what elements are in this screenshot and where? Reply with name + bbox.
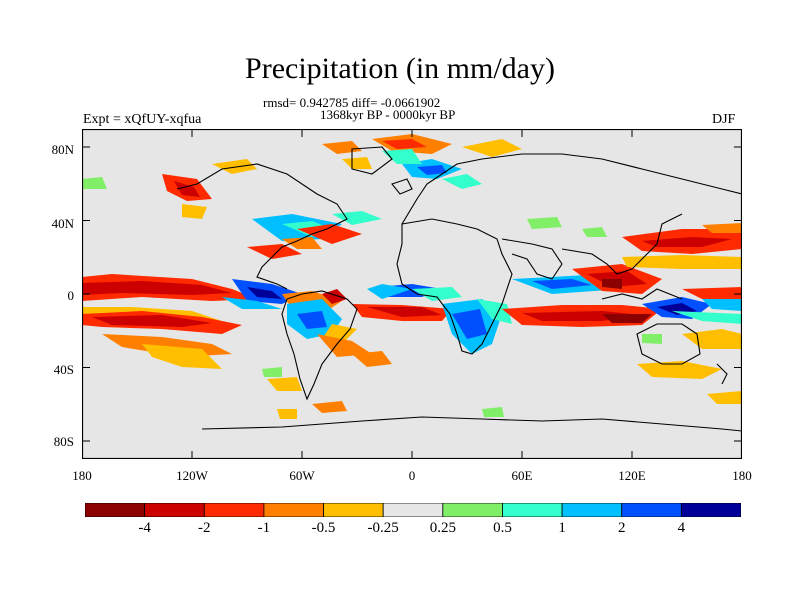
colorbar-label: 0.25	[429, 520, 456, 536]
colorbar-label: 4	[677, 520, 686, 536]
x-tick-0: 0	[408, 468, 416, 483]
colorbar-label: 2	[617, 520, 626, 536]
colorbar-swatch	[144, 503, 205, 517]
colorbar-swatch	[382, 503, 444, 517]
y-tick-0: 0	[67, 288, 75, 303]
anomaly-fields	[82, 134, 742, 419]
colorbar-label: 1	[558, 520, 566, 536]
x-tick-180w: 180	[72, 468, 92, 483]
y-tick-40s: 40S	[53, 362, 74, 377]
x-tick-120w: 120W	[176, 468, 208, 483]
colorbar-swatch	[561, 503, 623, 517]
colorbar-swatch	[263, 503, 324, 517]
coastlines	[176, 146, 742, 432]
y-tick-80n: 80N	[51, 142, 74, 157]
colorbar-label: -0.25	[367, 520, 399, 536]
colorbar	[85, 503, 741, 517]
colorbar-swatch	[203, 503, 265, 517]
map-title: Precipitation (in mm/day)	[245, 52, 555, 85]
colorbar-swatch	[502, 503, 563, 517]
colorbar-label: -4	[138, 520, 151, 536]
y-tick-80s: 80S	[53, 434, 74, 449]
colorbar-label: -0.5	[311, 520, 336, 536]
period-label: 1368kyr BP - 0000kyr BP	[320, 107, 456, 122]
season-label: DJF	[712, 112, 736, 127]
colorbar-label: 0.5	[493, 520, 512, 536]
colorbar-swatch	[323, 503, 384, 517]
x-tick-60e: 60E	[511, 468, 533, 483]
x-tick-120e: 120E	[618, 468, 646, 483]
x-tick-60w: 60W	[289, 468, 315, 483]
precipitation-map	[82, 129, 742, 459]
colorbar-label: -1	[257, 520, 271, 536]
experiment-label: Expt = xQfUY-xqfua	[83, 112, 202, 127]
colorbar-label: -2	[198, 520, 211, 536]
colorbar-swatch	[85, 503, 146, 517]
y-tick-40n: 40N	[51, 216, 74, 231]
colorbar-swatch	[442, 503, 503, 517]
x-tick-180e: 180	[732, 468, 752, 483]
tick-marks	[82, 129, 742, 459]
colorbar-swatch	[621, 503, 682, 517]
stats-label: rmsd= 0.942785 diff= -0.0661902	[263, 95, 441, 110]
colorbar-swatch	[680, 503, 741, 517]
